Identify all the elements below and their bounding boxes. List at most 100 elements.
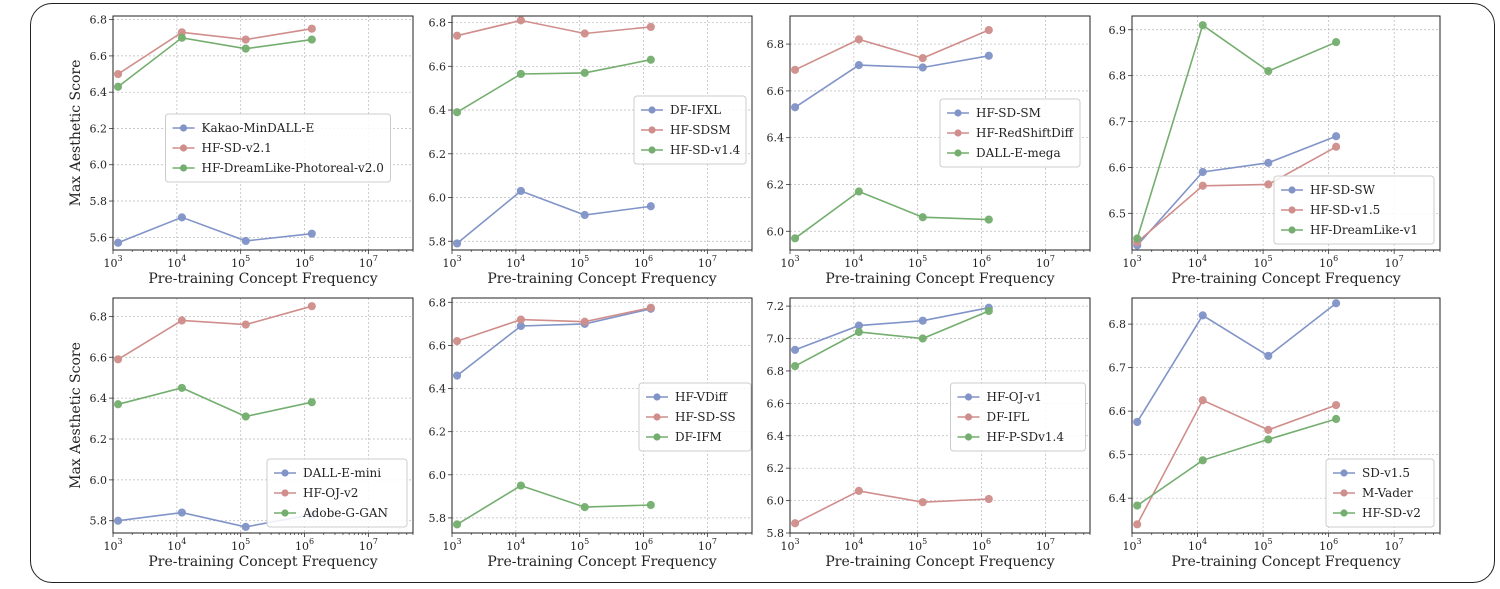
data-point — [580, 317, 589, 326]
data-point — [177, 33, 186, 42]
data-point — [452, 371, 462, 380]
series-line-DF-IFXL — [456, 190, 651, 245]
legend-box — [939, 98, 1081, 168]
x-axis-label: Pre-training Concept Frequency — [825, 554, 1054, 570]
plot-area — [112, 15, 414, 251]
legend-entry: HF-VDiff — [675, 390, 729, 404]
x-tick-label: 103 — [442, 254, 461, 270]
y-tick-label: 6.4 — [90, 86, 108, 99]
y-axis-label: Max Aesthetic Score — [68, 60, 84, 207]
legend-swatch-marker — [1340, 509, 1348, 517]
data-point — [113, 238, 123, 247]
y-tick-label: 6.4 — [1109, 492, 1127, 505]
y-tick-label: 5.8 — [767, 527, 785, 540]
data-point — [790, 103, 800, 112]
data-point — [646, 500, 655, 510]
x-tick-label: 103 — [103, 254, 122, 270]
y-tick-label: 6.6 — [1109, 161, 1127, 174]
y-tick-label: 6.0 — [90, 159, 108, 172]
data-point — [307, 229, 316, 238]
legend-swatch-marker — [281, 489, 289, 497]
series-line-HF-SD-SM — [794, 55, 989, 108]
data-point — [452, 337, 462, 346]
legend-swatch-marker — [1288, 206, 1296, 214]
x-tick-label: 107 — [359, 537, 378, 553]
data-point — [854, 61, 863, 70]
y-tick-label: 6.8 — [1109, 70, 1127, 83]
data-point — [1264, 158, 1273, 167]
data-point — [646, 55, 655, 64]
data-point — [516, 315, 525, 324]
legend-entry: DF-IFM — [675, 430, 722, 444]
data-point — [241, 236, 250, 246]
y-tick-label: 5.8 — [429, 235, 447, 248]
data-point — [790, 345, 800, 354]
series-line-DF-IFL — [794, 490, 989, 525]
legend-box — [638, 382, 752, 452]
data-point — [1332, 132, 1341, 141]
data-point — [1332, 414, 1341, 424]
legend-entry: HF-SD-v1.5 — [1310, 203, 1380, 217]
x-axis-label: Pre-training Concept Frequency — [148, 271, 377, 287]
y-tick-label: 6.2 — [90, 433, 108, 446]
legend-entry: DF-IFXL — [670, 103, 721, 117]
legend-swatch-marker — [281, 509, 289, 517]
y-tick-label: 6.0 — [767, 495, 785, 508]
x-tick-label: 107 — [1385, 254, 1404, 270]
data-point — [177, 508, 186, 517]
chart-panel-3: 6.0 6.2 6.4 6.6 6.8 103 104 105 106 107Pre-traini… — [767, 15, 1091, 287]
y-tick-label: 6.0 — [767, 225, 785, 238]
data-point — [1133, 417, 1142, 427]
data-point — [1198, 181, 1207, 190]
series-line-M-Vader — [1136, 399, 1337, 525]
y-tick-label: 6.0 — [429, 192, 447, 205]
data-point — [113, 82, 123, 91]
x-tick-label: 106 — [1319, 537, 1338, 553]
data-point — [516, 186, 525, 196]
chart-panel-4: 6.5 6.6 6.7 6.8 6.9 103 104 105 106 107Pre-traini… — [1109, 15, 1441, 287]
data-point — [516, 481, 525, 490]
legend-entry: HF-SD-SW — [1310, 183, 1376, 197]
x-axis-label: Pre-training Concept Frequency — [487, 554, 716, 570]
x-axis-label: Pre-training Concept Frequency — [1171, 554, 1400, 570]
data-point — [854, 486, 863, 495]
chart-panel-5: 5.8 6.0 6.2 6.4 6.6 6.8 103 104 105 106 107Pre-tra… — [68, 297, 414, 570]
data-point — [580, 210, 589, 220]
legend: HF-SD-SW HF-SD-v1.5 HF-DreamLike-v1 — [1273, 175, 1435, 245]
plot-area — [789, 15, 1091, 251]
legend-swatch-marker — [653, 433, 661, 441]
y-tick-label: 6.6 — [429, 339, 447, 352]
chart-panel-2: 5.8 6.0 6.2 6.4 6.6 6.8 103 104 105 106 107Pre-tra… — [429, 15, 753, 287]
legend-entry: DF-IFL — [987, 410, 1030, 424]
y-tick-label: 6.4 — [767, 132, 785, 145]
x-tick-label: 104 — [1188, 254, 1207, 270]
legend-entry: HF-SD-v2 — [1362, 506, 1421, 520]
legend-entry: HF-SD-SM — [976, 106, 1041, 120]
x-tick-label: 107 — [698, 537, 717, 553]
legend-entry: SD-v1.5 — [1362, 466, 1410, 480]
data-point — [241, 320, 250, 329]
data-point — [307, 398, 316, 407]
y-axis-label: Max Aesthetic Score — [68, 342, 84, 489]
data-point — [984, 25, 993, 35]
x-tick-label: 106 — [295, 537, 314, 553]
x-tick-label: 106 — [972, 254, 991, 270]
plot-area — [112, 297, 414, 534]
y-tick-label: 6.6 — [90, 351, 108, 364]
series-line-DALL-E-mega — [794, 190, 989, 239]
data-point — [984, 51, 993, 60]
legend-swatch-marker — [648, 146, 656, 154]
legend-entry: Adobe-G-GAN — [302, 506, 388, 520]
data-point — [452, 108, 462, 117]
legend-swatch-marker — [954, 129, 962, 137]
legend-swatch-marker — [964, 433, 973, 441]
legend-swatch-marker — [954, 149, 962, 157]
x-tick-label: 105 — [231, 537, 250, 553]
y-tick-label: 6.8 — [1109, 318, 1127, 331]
legend: HF-OJ-v1 DF-IFL HF-P-SDv1.4 — [950, 382, 1086, 452]
legend-swatch-marker — [1288, 226, 1296, 234]
y-tick-label: 6.0 — [429, 469, 447, 482]
y-tick-label: 6.9 — [1109, 24, 1127, 37]
x-axis-label: Pre-training Concept Frequency — [487, 271, 716, 287]
data-point — [984, 306, 993, 316]
